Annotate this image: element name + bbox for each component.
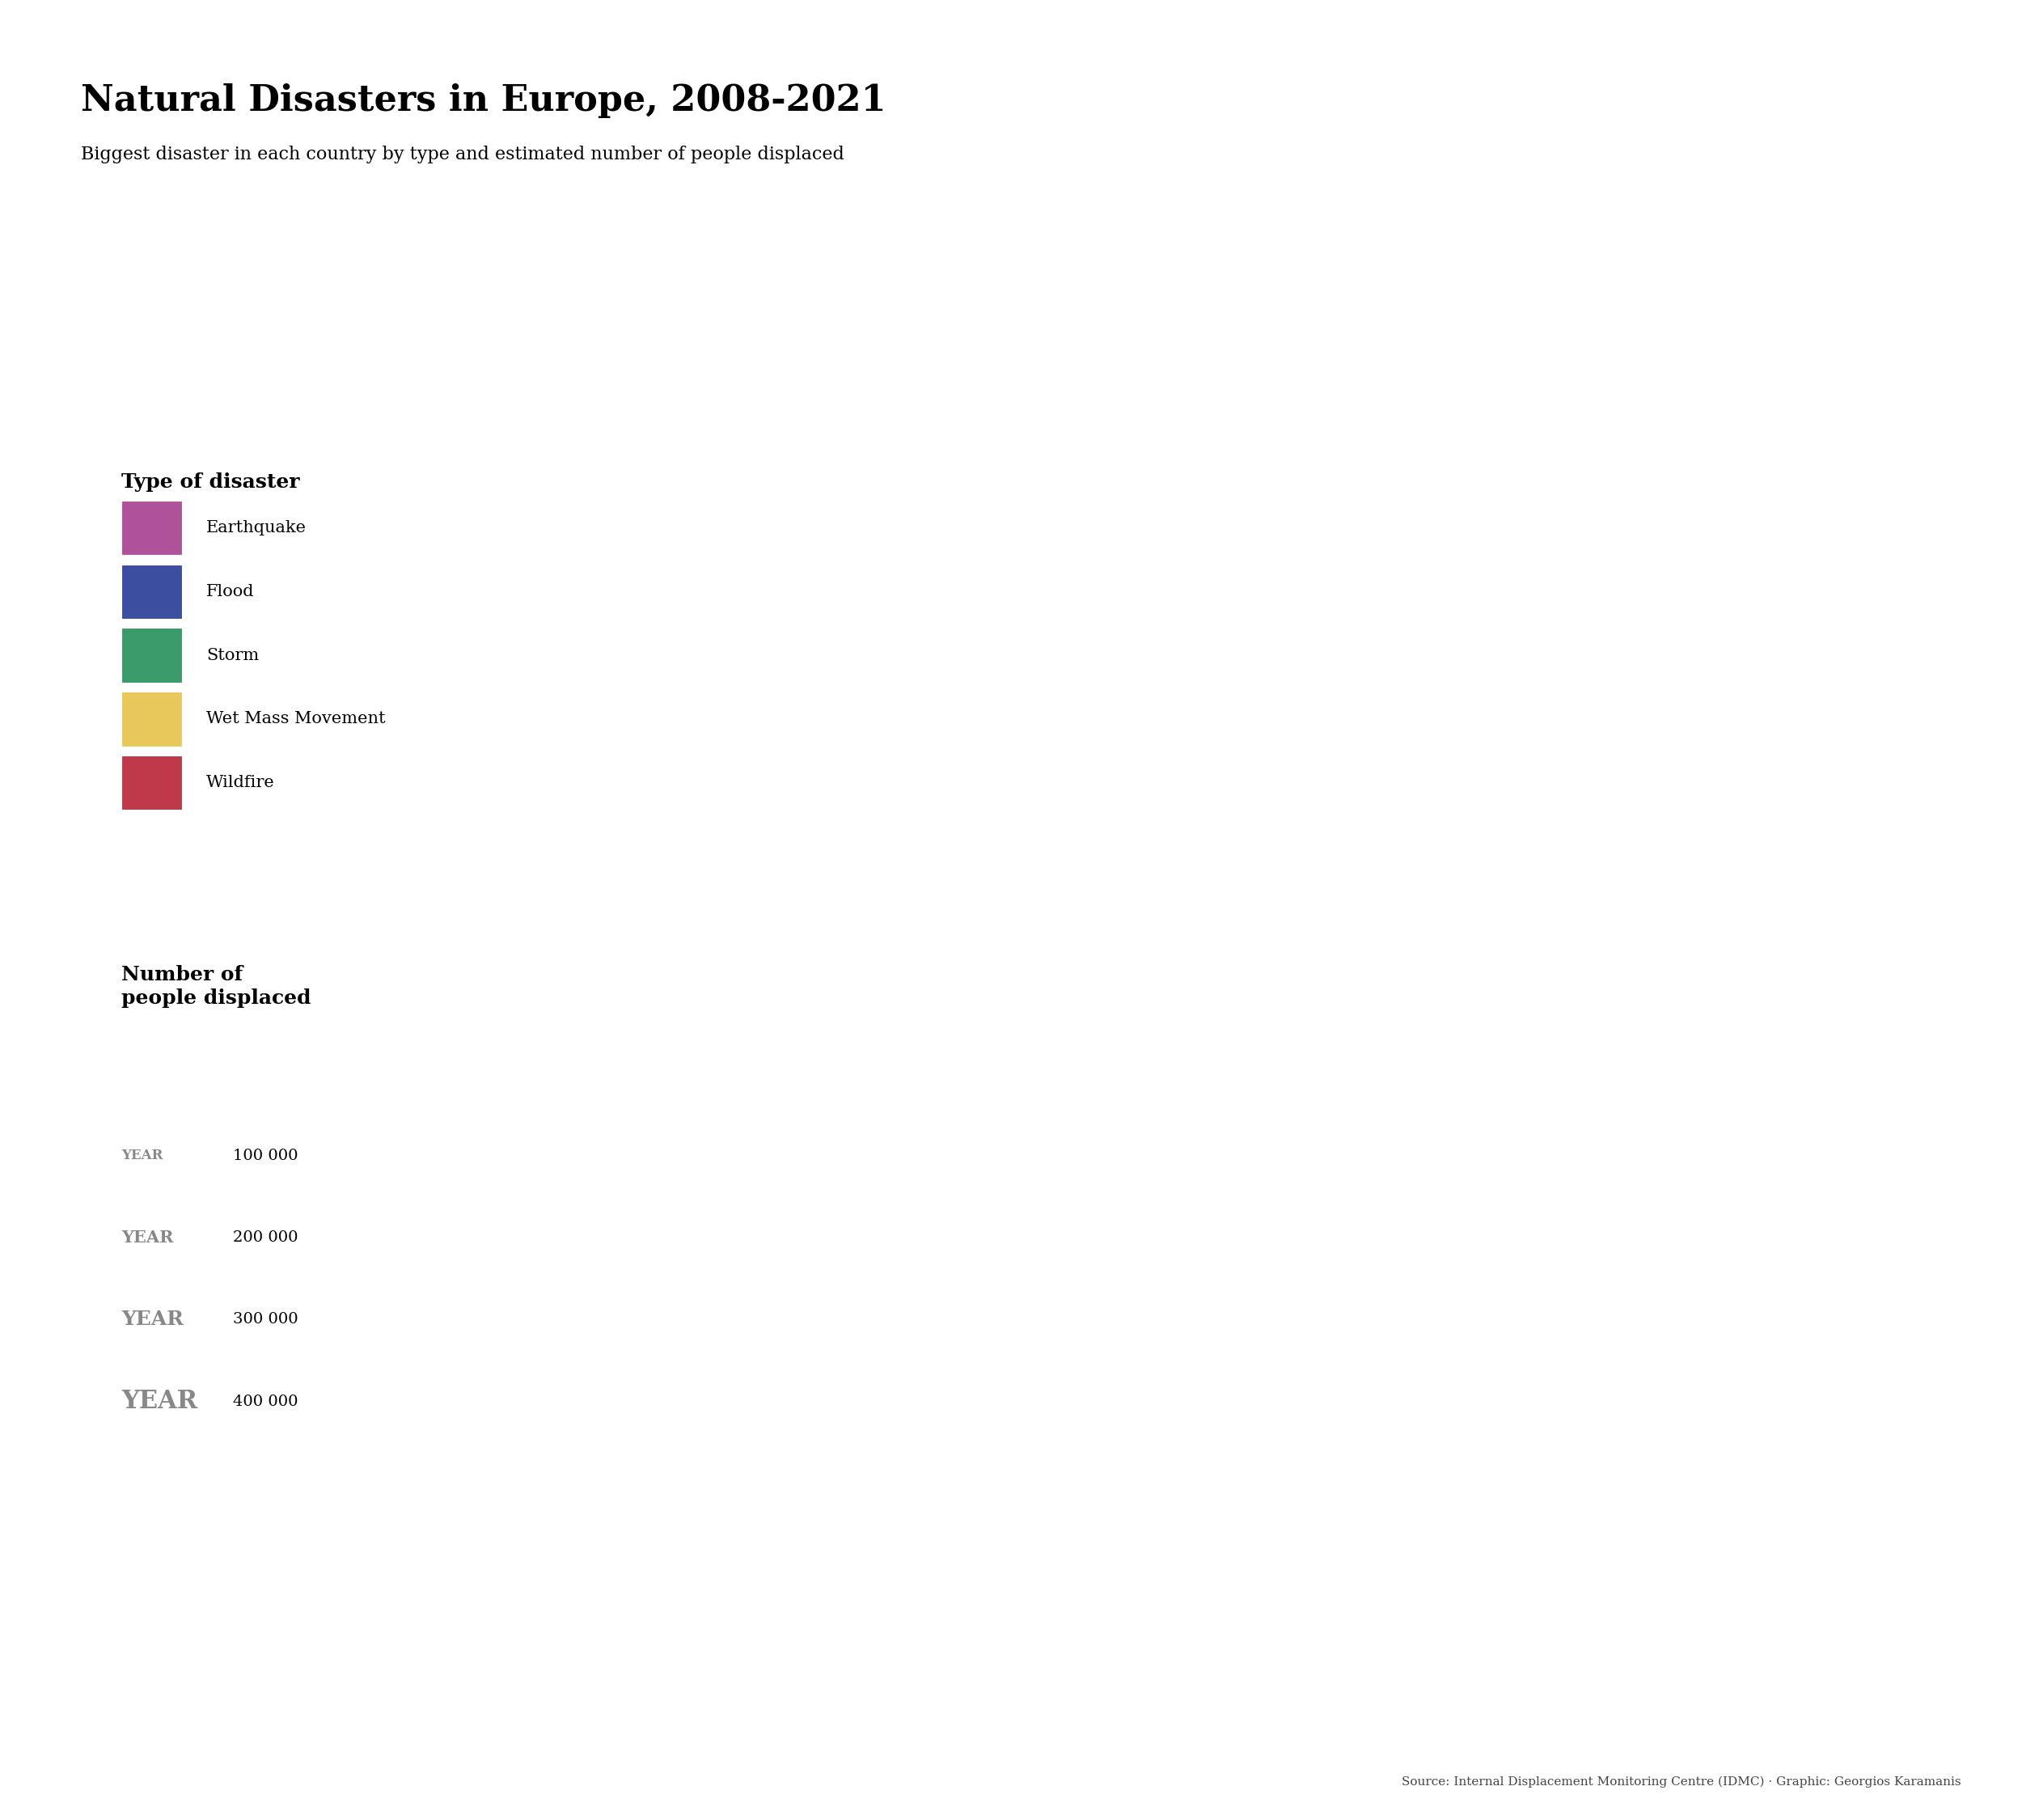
Text: Wet Mass Movement: Wet Mass Movement	[206, 712, 386, 726]
Text: YEAR: YEAR	[121, 1389, 198, 1414]
Text: YEAR: YEAR	[121, 1310, 184, 1329]
Text: Biggest disaster in each country by type and estimated number of people displace: Biggest disaster in each country by type…	[81, 146, 845, 164]
Text: 300 000: 300 000	[233, 1312, 297, 1327]
Text: YEAR: YEAR	[121, 1148, 164, 1163]
Text: 100 000: 100 000	[233, 1148, 297, 1163]
Text: Wildfire: Wildfire	[206, 775, 275, 790]
Text: Source: Internal Displacement Monitoring Centre (IDMC) · Graphic: Georgios Karam: Source: Internal Displacement Monitoring…	[1401, 1776, 1961, 1787]
Text: YEAR: YEAR	[121, 1230, 174, 1245]
Text: Number of
people displaced: Number of people displaced	[121, 965, 311, 1008]
Text: Flood: Flood	[206, 584, 255, 599]
Text: 400 000: 400 000	[233, 1394, 297, 1409]
Text: 200 000: 200 000	[233, 1230, 297, 1245]
Text: Type of disaster: Type of disaster	[121, 471, 299, 491]
Text: Earthquake: Earthquake	[206, 521, 307, 535]
Text: Storm: Storm	[206, 648, 259, 662]
Text: Natural Disasters in Europe, 2008-2021: Natural Disasters in Europe, 2008-2021	[81, 84, 886, 118]
